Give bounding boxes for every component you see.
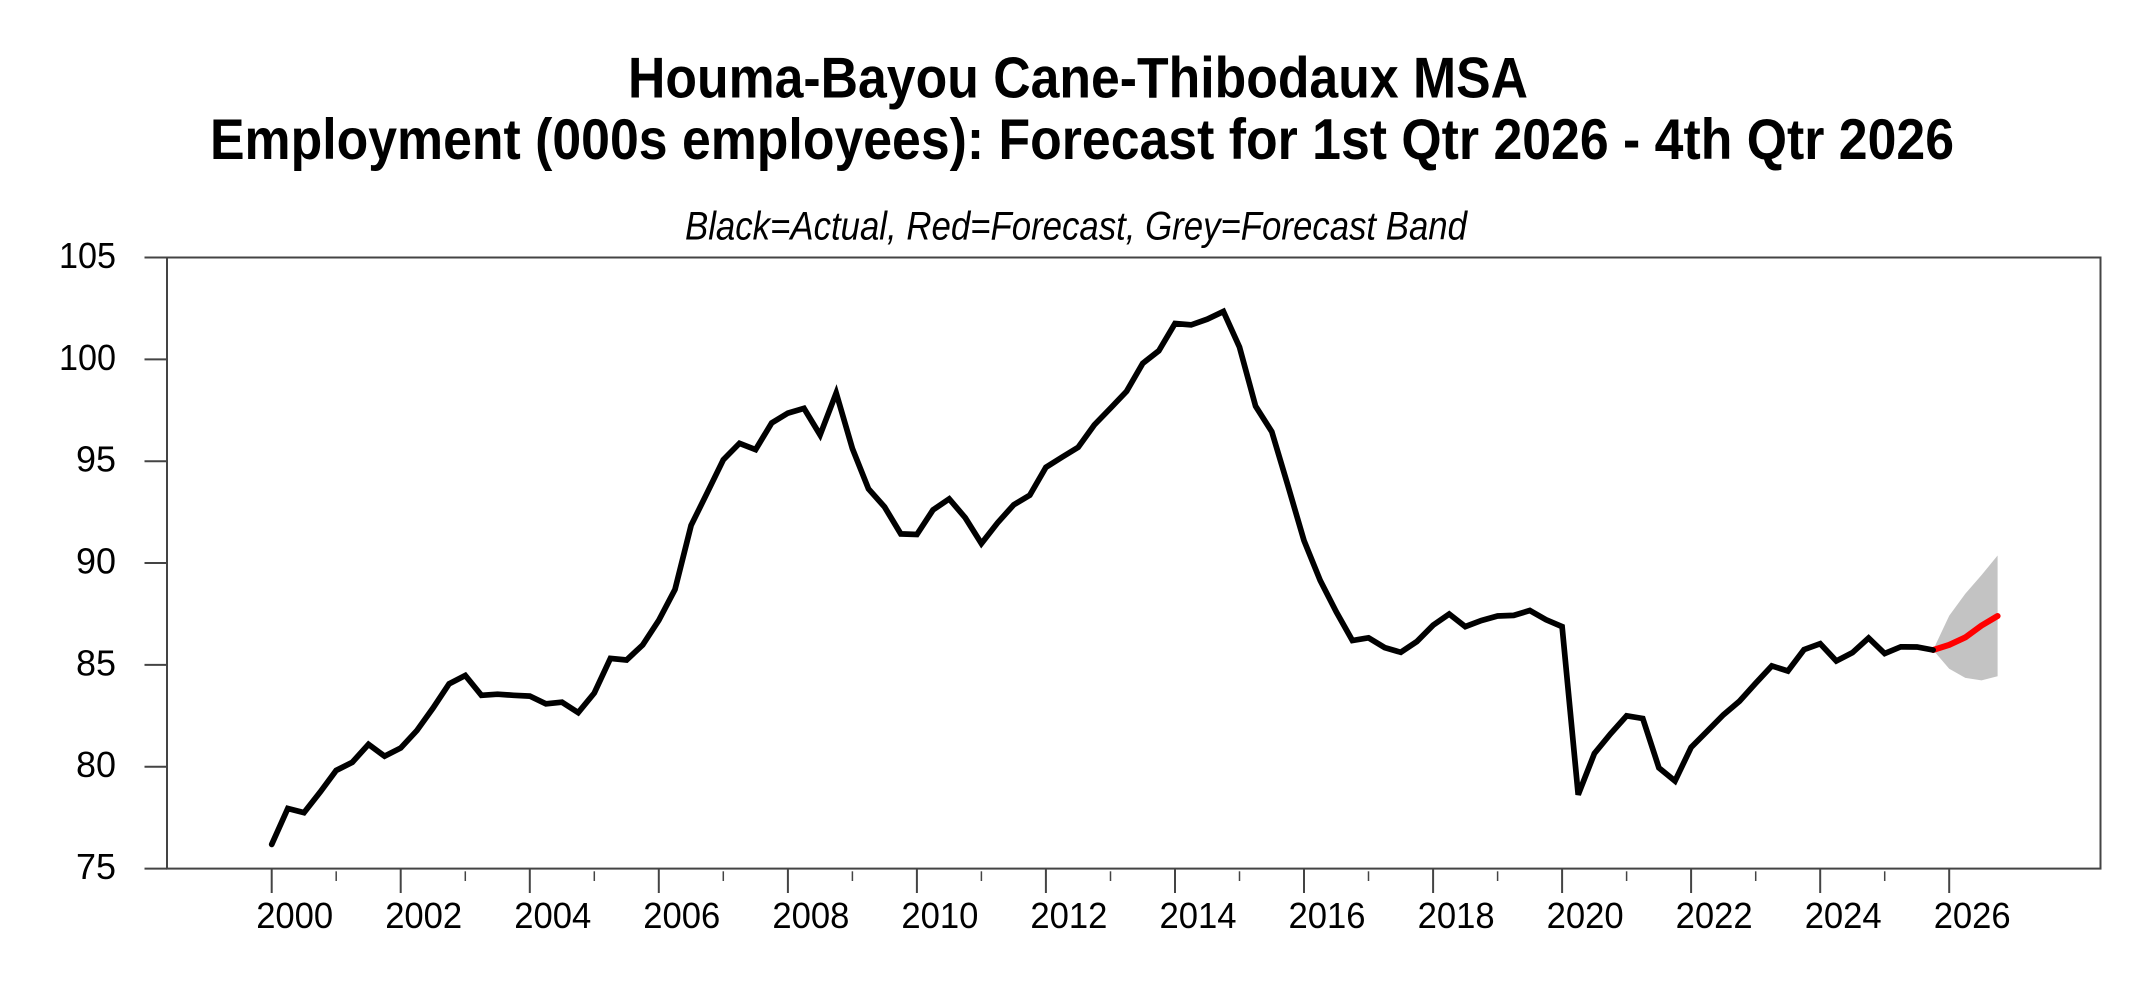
svg-text:2002: 2002 bbox=[385, 895, 462, 936]
svg-text:2018: 2018 bbox=[1418, 895, 1495, 936]
svg-text:80: 80 bbox=[76, 744, 116, 785]
svg-text:Black=Actual, Red=Forecast, Gr: Black=Actual, Red=Forecast, Grey=Forecas… bbox=[685, 205, 1469, 249]
svg-text:2016: 2016 bbox=[1289, 895, 1366, 936]
svg-text:85: 85 bbox=[76, 642, 116, 683]
svg-text:2006: 2006 bbox=[643, 895, 720, 936]
svg-text:2014: 2014 bbox=[1160, 895, 1237, 936]
svg-text:Employment (000s employees): F: Employment (000s employees): Forecast fo… bbox=[210, 108, 1954, 172]
svg-text:2012: 2012 bbox=[1030, 895, 1107, 936]
svg-text:90: 90 bbox=[76, 541, 116, 582]
svg-text:2000: 2000 bbox=[256, 895, 333, 936]
svg-text:2010: 2010 bbox=[901, 895, 978, 936]
svg-text:2004: 2004 bbox=[514, 895, 591, 936]
svg-text:2024: 2024 bbox=[1805, 895, 1882, 936]
svg-text:75: 75 bbox=[76, 846, 116, 887]
svg-text:100: 100 bbox=[59, 337, 116, 378]
svg-text:2026: 2026 bbox=[1934, 895, 2011, 936]
svg-text:95: 95 bbox=[76, 439, 116, 480]
svg-text:105: 105 bbox=[59, 235, 116, 276]
svg-text:2022: 2022 bbox=[1676, 895, 1753, 936]
svg-text:2008: 2008 bbox=[772, 895, 849, 936]
svg-text:2020: 2020 bbox=[1547, 895, 1624, 936]
svg-text:Houma-Bayou Cane-Thibodaux MSA: Houma-Bayou Cane-Thibodaux MSA bbox=[628, 47, 1528, 111]
